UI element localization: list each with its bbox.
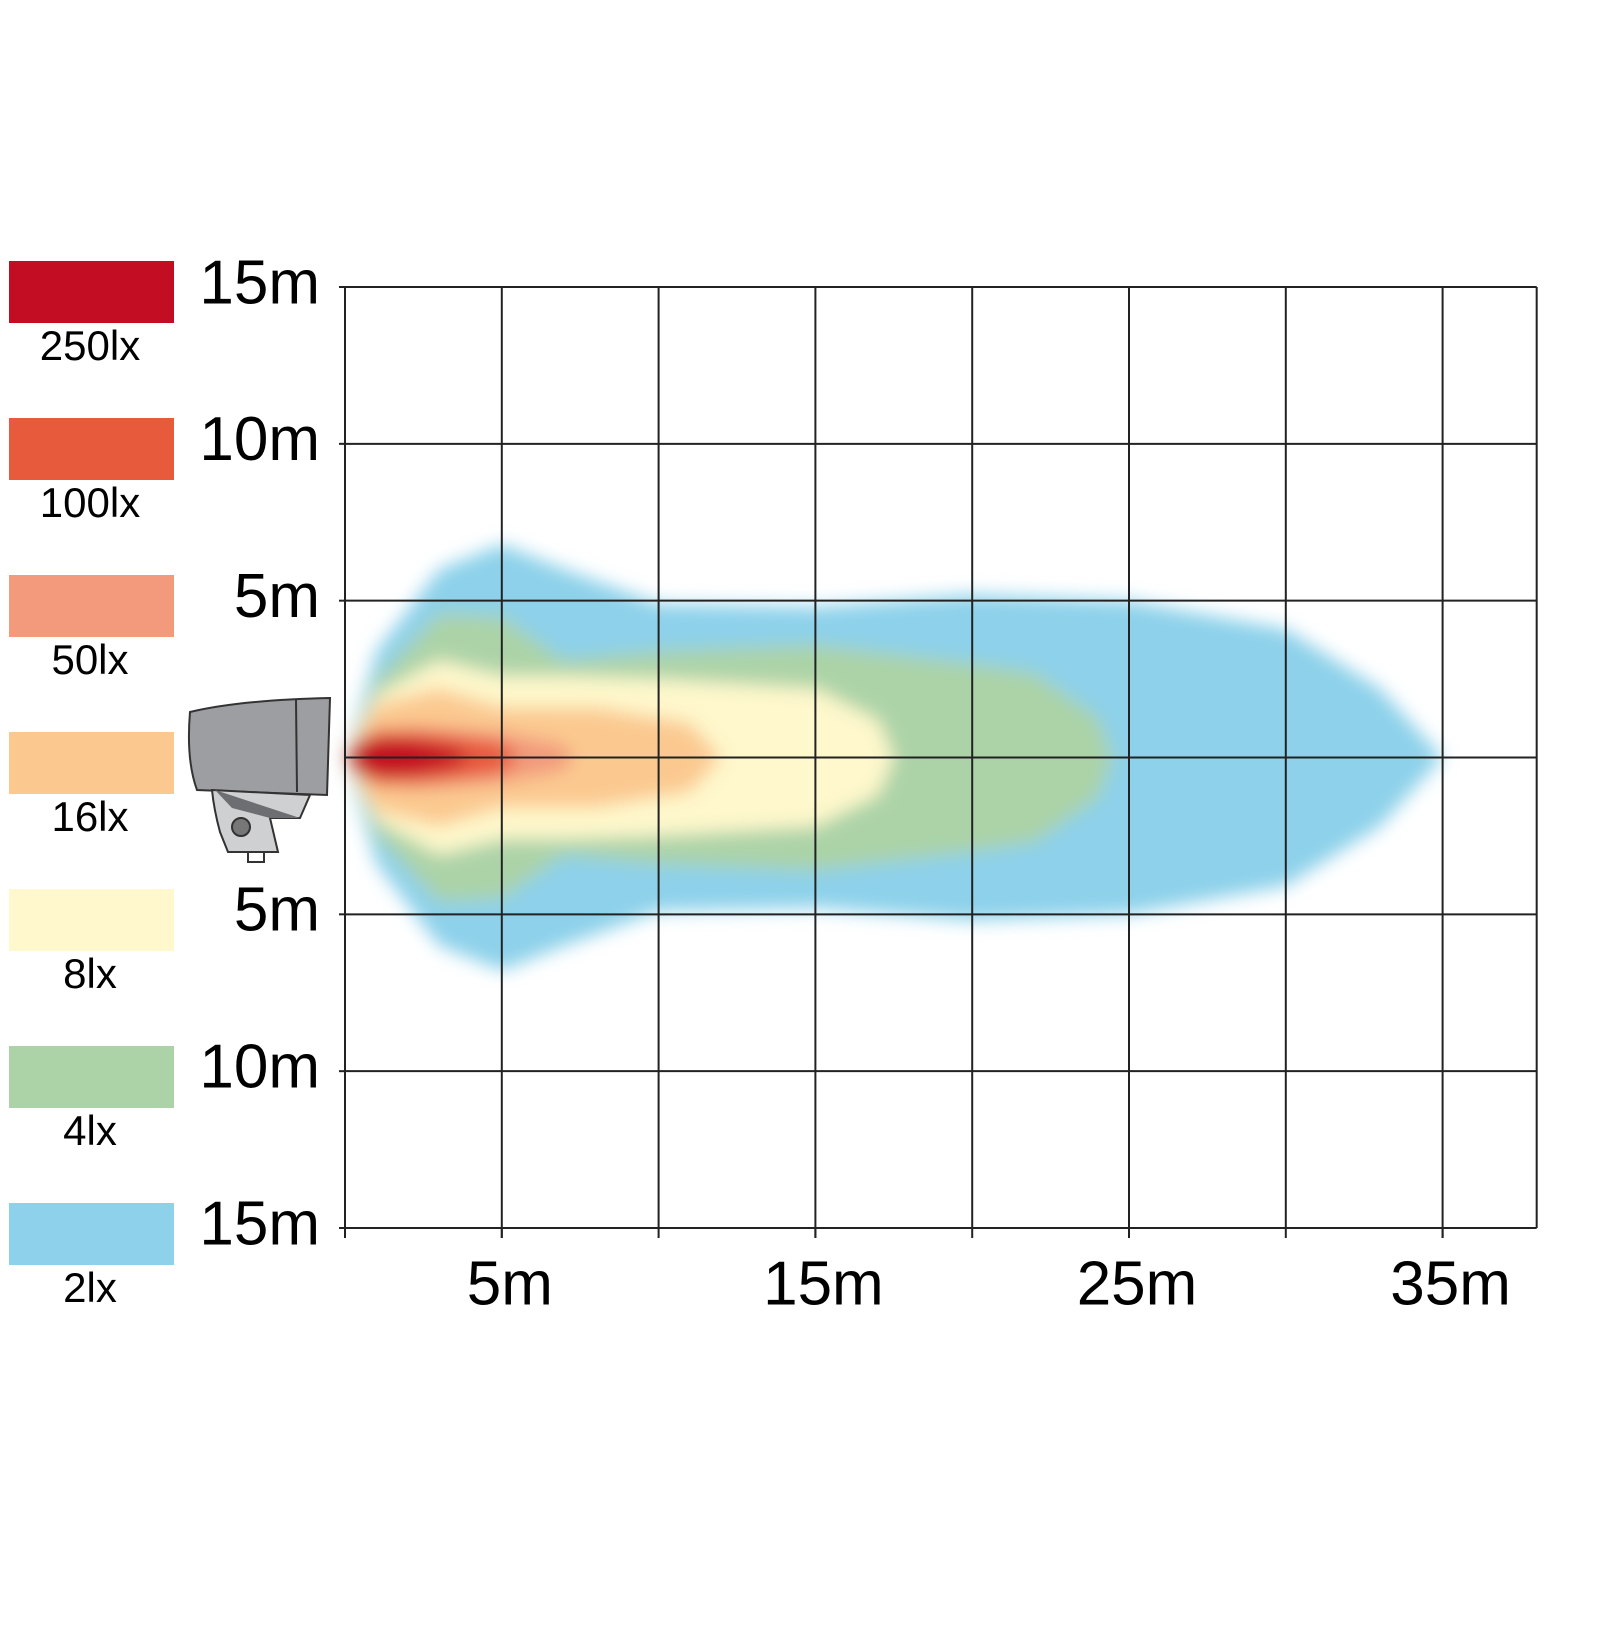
legend-swatch: [9, 575, 174, 637]
legend-label: 50lx: [51, 636, 128, 683]
x-tick-label: 25m: [1077, 1249, 1198, 1318]
legend-swatch: [9, 418, 174, 480]
legend-label: 250lx: [40, 322, 140, 369]
y-tick-label: 5m: [234, 876, 320, 945]
y-tick-label: 10m: [199, 1033, 320, 1102]
lamp-icon: [187, 696, 332, 863]
y-tick-label: 15m: [199, 1189, 320, 1258]
legend-label: 4lx: [63, 1107, 117, 1154]
grid: 5m 15m 25m 35m 15m 10m 5m 5m 10m 15m: [199, 248, 1538, 1318]
x-tick-label: 5m: [467, 1249, 553, 1318]
y-tick-label: 5m: [234, 562, 320, 631]
legend-label: 8lx: [63, 950, 117, 997]
x-tick-label: 35m: [1390, 1249, 1511, 1318]
legend: 250lx 100lx 50lx 16lx 8lx 4lx 2lx: [9, 261, 174, 1311]
legend-label: 16lx: [51, 793, 128, 840]
legend-swatch: [9, 889, 174, 951]
beam-pattern: [345, 544, 1443, 971]
y-tick-label: 10m: [199, 405, 320, 474]
x-tick-label: 15m: [763, 1249, 884, 1318]
legend-swatch: [9, 1203, 174, 1265]
y-tick-label: 15m: [199, 248, 320, 317]
legend-swatch: [9, 261, 174, 323]
beam-contour: [345, 757, 471, 777]
beam-contour: [345, 738, 471, 758]
legend-swatch: [9, 732, 174, 794]
legend-swatch: [9, 1046, 174, 1108]
legend-label: 100lx: [40, 479, 140, 526]
legend-label: 2lx: [63, 1264, 117, 1311]
